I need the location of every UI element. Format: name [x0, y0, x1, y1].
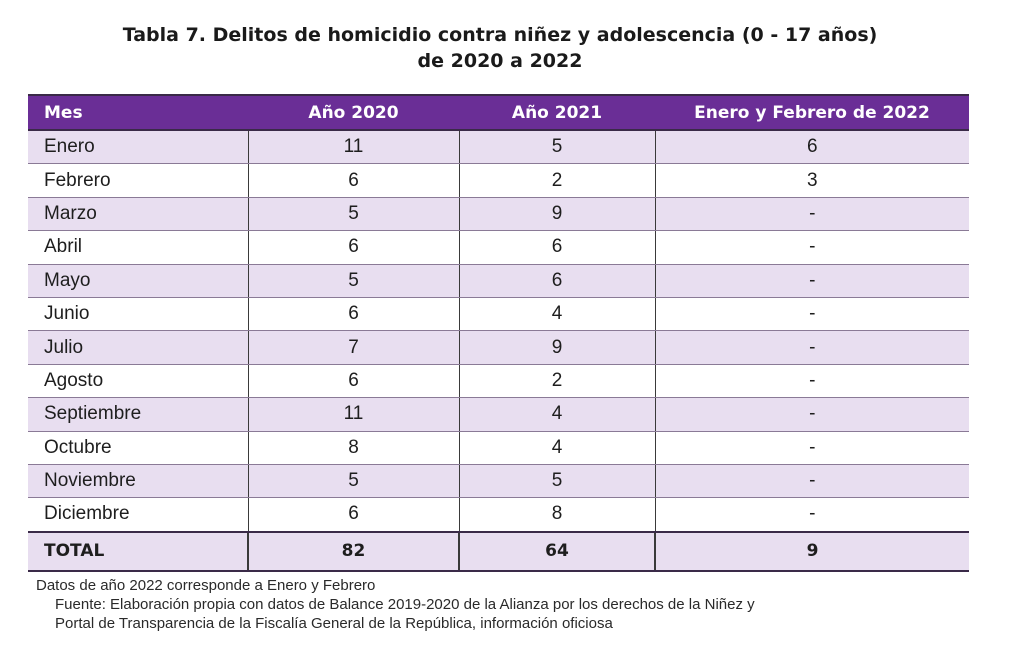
value-2020-cell: 7 — [247, 330, 459, 365]
month-cell: Enero — [28, 130, 248, 165]
month-cell: Junio — [28, 297, 248, 332]
value-2022-cell: - — [654, 364, 969, 399]
total-2021: 64 — [458, 530, 655, 572]
value-2021-cell: 2 — [458, 163, 655, 198]
table-row: Abril 6 6 - — [28, 230, 969, 265]
value-2021-cell: 6 — [458, 264, 655, 298]
month-cell: Septiembre — [28, 397, 248, 432]
value-2020-cell: 5 — [247, 197, 459, 232]
month-cell: Mayo — [28, 264, 248, 298]
header-row: Mes Año 2020 Año 2021 Enero y Febrero de… — [28, 94, 969, 131]
value-2020-cell: 5 — [247, 464, 459, 499]
total-row: TOTAL 82 64 9 — [28, 530, 969, 572]
table-title: Tabla 7. Delitos de homicidio contra niñ… — [0, 22, 1000, 74]
table-source: Fuente: Elaboración propia con datos de … — [55, 595, 755, 633]
value-2022-cell: - — [654, 230, 969, 265]
value-2020-cell: 5 — [247, 264, 459, 298]
homicide-table: Mes Año 2020 Año 2021 Enero y Febrero de… — [28, 94, 969, 572]
value-2022-cell: - — [654, 330, 969, 365]
value-2021-cell: 6 — [458, 230, 655, 265]
value-2022-cell: - — [654, 464, 969, 499]
table-row: Marzo 5 9 - — [28, 197, 969, 232]
value-2022-cell: - — [654, 264, 969, 298]
value-2021-cell: 9 — [458, 330, 655, 365]
value-2020-cell: 6 — [247, 364, 459, 399]
table-header: Mes Año 2020 Año 2021 Enero y Febrero de… — [28, 94, 969, 131]
value-2020-cell: 6 — [247, 163, 459, 198]
total-label: TOTAL — [28, 530, 248, 572]
value-2020-cell: 6 — [247, 230, 459, 265]
value-2022-cell: - — [654, 297, 969, 332]
month-cell: Marzo — [28, 197, 248, 232]
table-row: Febrero 6 2 3 — [28, 163, 969, 198]
value-2021-cell: 4 — [458, 431, 655, 465]
table-title-line-1: Tabla 7. Delitos de homicidio contra niñ… — [122, 24, 878, 46]
source-line-1: Fuente: Elaboración propia con datos de … — [55, 596, 755, 613]
value-2020-cell: 6 — [247, 497, 459, 533]
value-2022-cell: - — [654, 397, 969, 432]
table-row: Diciembre 6 8 - — [28, 497, 969, 533]
value-2020-cell: 11 — [247, 130, 459, 165]
table-row: Julio 7 9 - — [28, 330, 969, 365]
value-2021-cell: 5 — [458, 130, 655, 165]
table-note: Datos de año 2022 corresponde a Enero y … — [36, 577, 376, 594]
table-title-line-2: de 2020 a 2022 — [417, 50, 583, 72]
value-2020-cell: 11 — [247, 397, 459, 432]
table-row: Agosto 6 2 - — [28, 364, 969, 399]
value-2021-cell: 8 — [458, 497, 655, 533]
table-row: Octubre 8 4 - — [28, 431, 969, 465]
value-2021-cell: 2 — [458, 364, 655, 399]
value-2021-cell: 4 — [458, 297, 655, 332]
value-2022-cell: - — [654, 431, 969, 465]
month-cell: Febrero — [28, 163, 248, 198]
month-cell: Agosto — [28, 364, 248, 399]
value-2022-cell: 6 — [654, 130, 969, 165]
table-row: Mayo 5 6 - — [28, 264, 969, 298]
value-2022-cell: 3 — [654, 163, 969, 198]
month-cell: Noviembre — [28, 464, 248, 499]
total-2020: 82 — [247, 530, 459, 572]
table-body: Enero 11 5 6 Febrero 6 2 3 Marzo 5 9 - A… — [28, 130, 969, 572]
header-2020: Año 2020 — [248, 94, 459, 131]
month-cell: Abril — [28, 230, 248, 265]
value-2021-cell: 4 — [458, 397, 655, 432]
month-cell: Diciembre — [28, 497, 248, 533]
value-2020-cell: 8 — [247, 431, 459, 465]
source-line-2: Portal de Transparencia de la Fiscalía G… — [55, 615, 613, 632]
header-2022: Enero y Febrero de 2022 — [655, 94, 969, 131]
value-2022-cell: - — [654, 497, 969, 533]
header-2021: Año 2021 — [459, 94, 655, 131]
value-2021-cell: 9 — [458, 197, 655, 232]
table-row: Enero 11 5 6 — [28, 130, 969, 165]
value-2020-cell: 6 — [247, 297, 459, 332]
table-row: Junio 6 4 - — [28, 297, 969, 332]
value-2021-cell: 5 — [458, 464, 655, 499]
month-cell: Julio — [28, 330, 248, 365]
value-2022-cell: - — [654, 197, 969, 232]
total-2022: 9 — [654, 530, 969, 572]
header-mes: Mes — [28, 94, 248, 131]
table-row: Septiembre 11 4 - — [28, 397, 969, 432]
table-row: Noviembre 5 5 - — [28, 464, 969, 499]
month-cell: Octubre — [28, 431, 248, 465]
